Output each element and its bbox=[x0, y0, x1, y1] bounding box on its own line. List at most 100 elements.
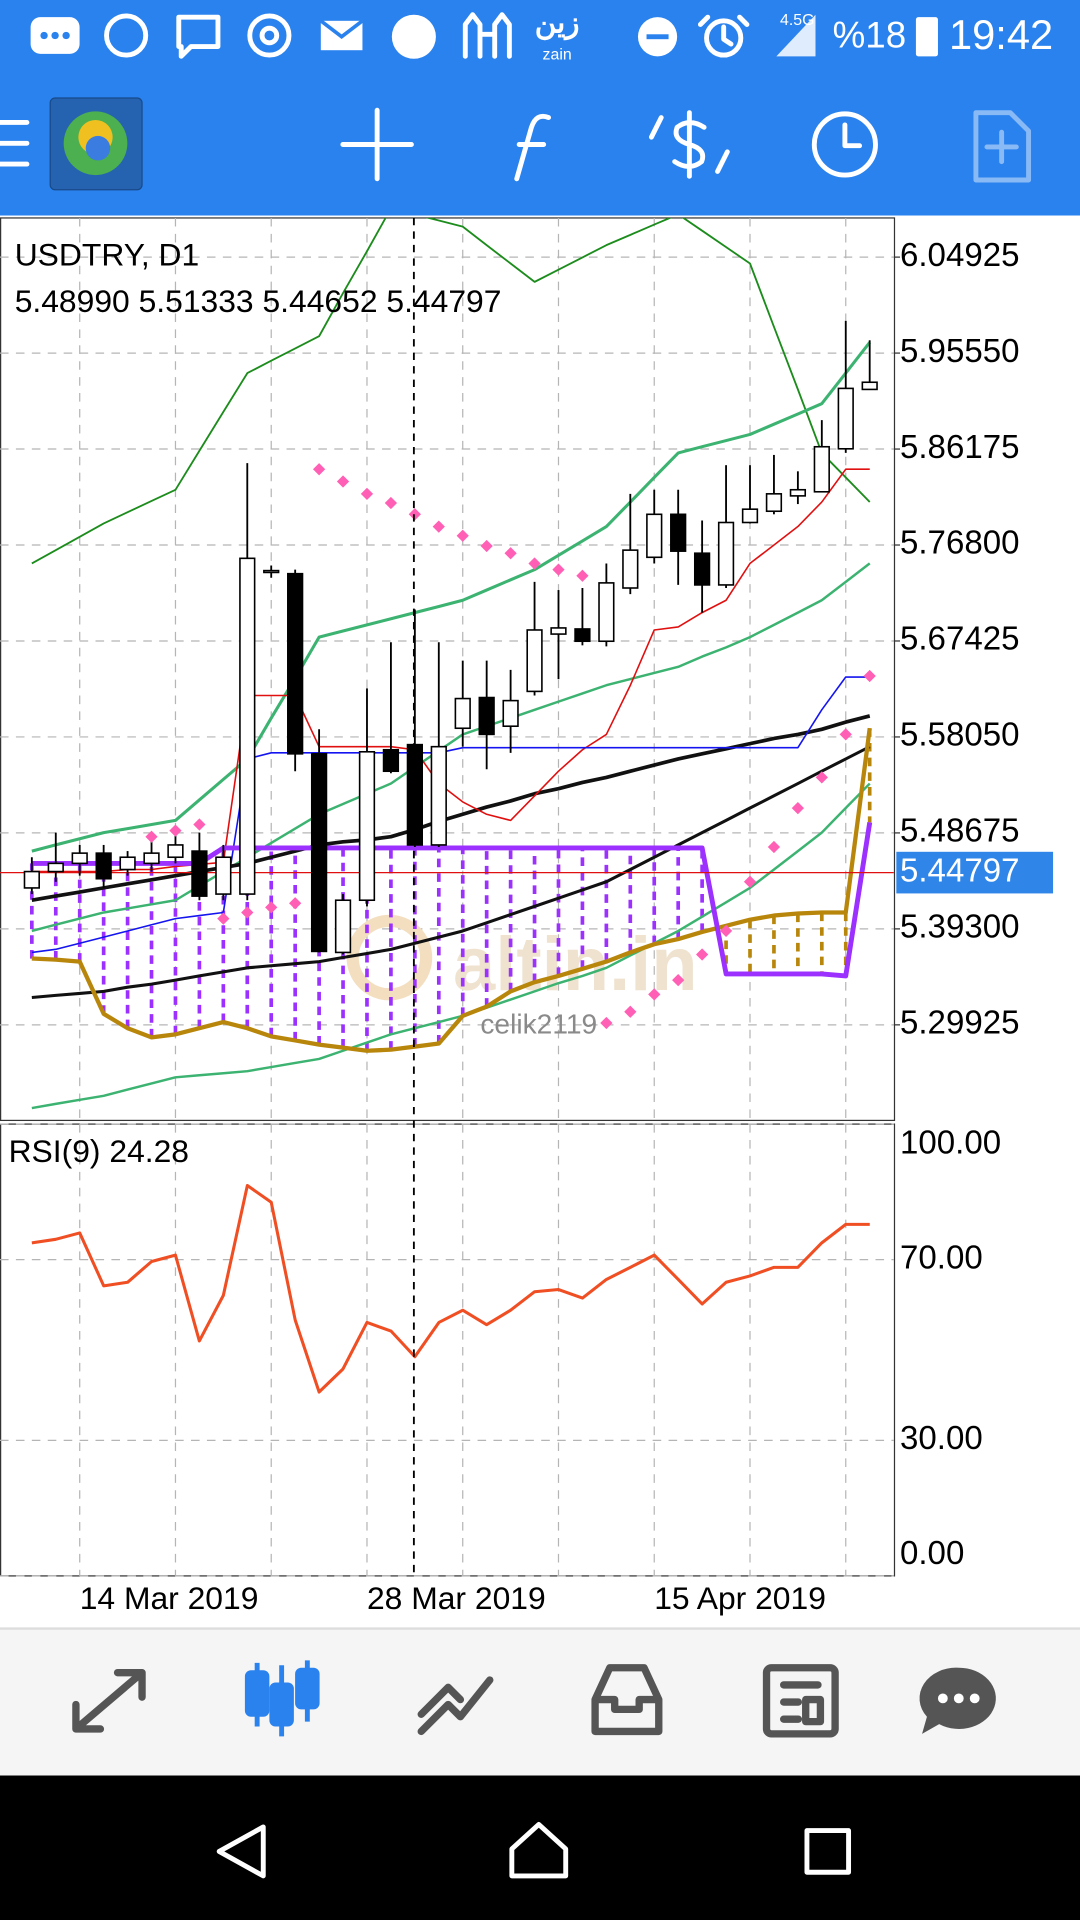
period-button[interactable] bbox=[811, 111, 878, 178]
candle-body bbox=[47, 862, 64, 873]
candle-body bbox=[526, 629, 543, 693]
chart-tab[interactable] bbox=[244, 1660, 320, 1737]
candle-body bbox=[765, 493, 783, 513]
candle-body bbox=[550, 627, 567, 635]
y-tick-label: 5.76800 bbox=[900, 525, 1019, 562]
candle-body bbox=[646, 513, 663, 559]
candle-body bbox=[622, 549, 639, 589]
trade-button[interactable] bbox=[648, 110, 730, 179]
x-tick-label: 14 Mar 2019 bbox=[80, 1580, 259, 1616]
candle-body bbox=[71, 852, 88, 865]
candle-body bbox=[717, 521, 735, 586]
watermark-logo bbox=[346, 914, 433, 1001]
candle-body bbox=[263, 569, 280, 574]
candle-body bbox=[167, 844, 184, 859]
axes: 14 Mar 2019 28 Mar 2019 15 Apr 2019 6.04925… bbox=[80, 237, 1054, 1616]
sar-dot bbox=[815, 771, 828, 784]
rsi-tick-label: 70.00 bbox=[900, 1239, 983, 1276]
x-tick-label: 15 Apr 2019 bbox=[654, 1580, 826, 1616]
sar-dot bbox=[624, 1005, 637, 1018]
recents-button[interactable] bbox=[804, 1828, 852, 1875]
candle-body bbox=[215, 856, 232, 895]
indicator-line bbox=[31, 341, 871, 853]
candle-body bbox=[502, 699, 519, 727]
candle-body bbox=[741, 508, 759, 524]
candle-body bbox=[239, 557, 256, 895]
quotes-tab[interactable] bbox=[72, 1668, 146, 1733]
sar-dot bbox=[863, 669, 876, 683]
grid bbox=[0, 217, 894, 1577]
chart-frame bbox=[0, 217, 896, 1122]
indicators-button[interactable] bbox=[514, 113, 552, 182]
candle-body bbox=[598, 582, 615, 643]
symbol-title: USDTRY, D1 bbox=[15, 237, 200, 273]
chat-tab[interactable] bbox=[919, 1667, 996, 1734]
sar-dot bbox=[456, 529, 469, 542]
history-tab[interactable] bbox=[591, 1664, 663, 1736]
candle-body bbox=[358, 750, 376, 902]
candle-body bbox=[693, 552, 711, 586]
menu-button[interactable] bbox=[0, 120, 30, 167]
app-icon[interactable] bbox=[49, 97, 143, 191]
sar-dot bbox=[241, 906, 254, 919]
last-price-label: 5.44797 bbox=[900, 852, 1019, 889]
candle-body bbox=[813, 445, 830, 493]
rsi-label: RSI(9) 24.28 bbox=[9, 1133, 189, 1169]
news-tab[interactable] bbox=[762, 1664, 839, 1738]
indicator-line bbox=[31, 745, 871, 999]
sar-dot bbox=[839, 728, 852, 741]
rsi-tick-label: 30.00 bbox=[900, 1420, 983, 1457]
rsi-tick-label: 100.00 bbox=[900, 1125, 1001, 1162]
x-tick-label: 28 Mar 2019 bbox=[367, 1580, 546, 1616]
sar-dot bbox=[336, 475, 350, 488]
sar-dot bbox=[312, 463, 326, 476]
sar-dot bbox=[432, 520, 445, 533]
candle-body bbox=[119, 856, 136, 871]
candle-body bbox=[95, 852, 112, 880]
sar-dot bbox=[408, 508, 421, 521]
sar-dot bbox=[289, 897, 302, 910]
last-price-tag bbox=[896, 851, 1054, 894]
sar-dot bbox=[552, 563, 565, 576]
new-order-button[interactable] bbox=[973, 110, 1032, 183]
crosshair-button[interactable] bbox=[340, 107, 414, 182]
carrier-arabic: زين bbox=[535, 6, 580, 40]
back-button[interactable] bbox=[216, 1824, 266, 1879]
candle-body bbox=[310, 753, 328, 953]
sar-dot bbox=[696, 948, 709, 961]
sar-dot bbox=[672, 973, 685, 987]
bottom-nav bbox=[0, 1628, 1080, 1776]
y-tick-label: 6.04925 bbox=[900, 237, 1019, 274]
candle-body bbox=[406, 743, 423, 846]
sar-dot bbox=[145, 830, 158, 843]
network-label: 4.5G bbox=[780, 12, 814, 29]
candle-body bbox=[334, 899, 352, 954]
home-button[interactable] bbox=[509, 1822, 569, 1879]
sar-dot bbox=[791, 801, 804, 815]
sar-dot bbox=[360, 487, 374, 500]
candle-body bbox=[837, 387, 854, 450]
y-tick-label: 5.95550 bbox=[900, 333, 1019, 370]
sar-dot bbox=[480, 539, 493, 553]
candle-body bbox=[789, 488, 807, 497]
candle-body bbox=[191, 850, 208, 897]
candle-body bbox=[861, 381, 878, 391]
candle-body bbox=[574, 628, 591, 643]
user-label: celik2119 bbox=[480, 1009, 597, 1040]
ohlc-readout: 5.48990 5.51333 5.44652 5.44797 bbox=[15, 283, 502, 319]
cloud-span-a bbox=[31, 727, 872, 1053]
sar-dot bbox=[719, 924, 733, 938]
y-tick-label: 5.86175 bbox=[900, 429, 1019, 466]
sar-dot bbox=[767, 840, 781, 854]
candle-body bbox=[287, 572, 304, 755]
rsi-plot bbox=[31, 1184, 870, 1394]
y-tick-label: 5.39300 bbox=[900, 909, 1019, 946]
clock: 19:42 bbox=[949, 11, 1053, 58]
sar-dot bbox=[217, 912, 230, 925]
trade-tab[interactable] bbox=[417, 1676, 494, 1736]
candle-body bbox=[143, 852, 160, 865]
candle-body bbox=[454, 697, 471, 730]
y-tick-label: 5.29925 bbox=[900, 1005, 1019, 1042]
